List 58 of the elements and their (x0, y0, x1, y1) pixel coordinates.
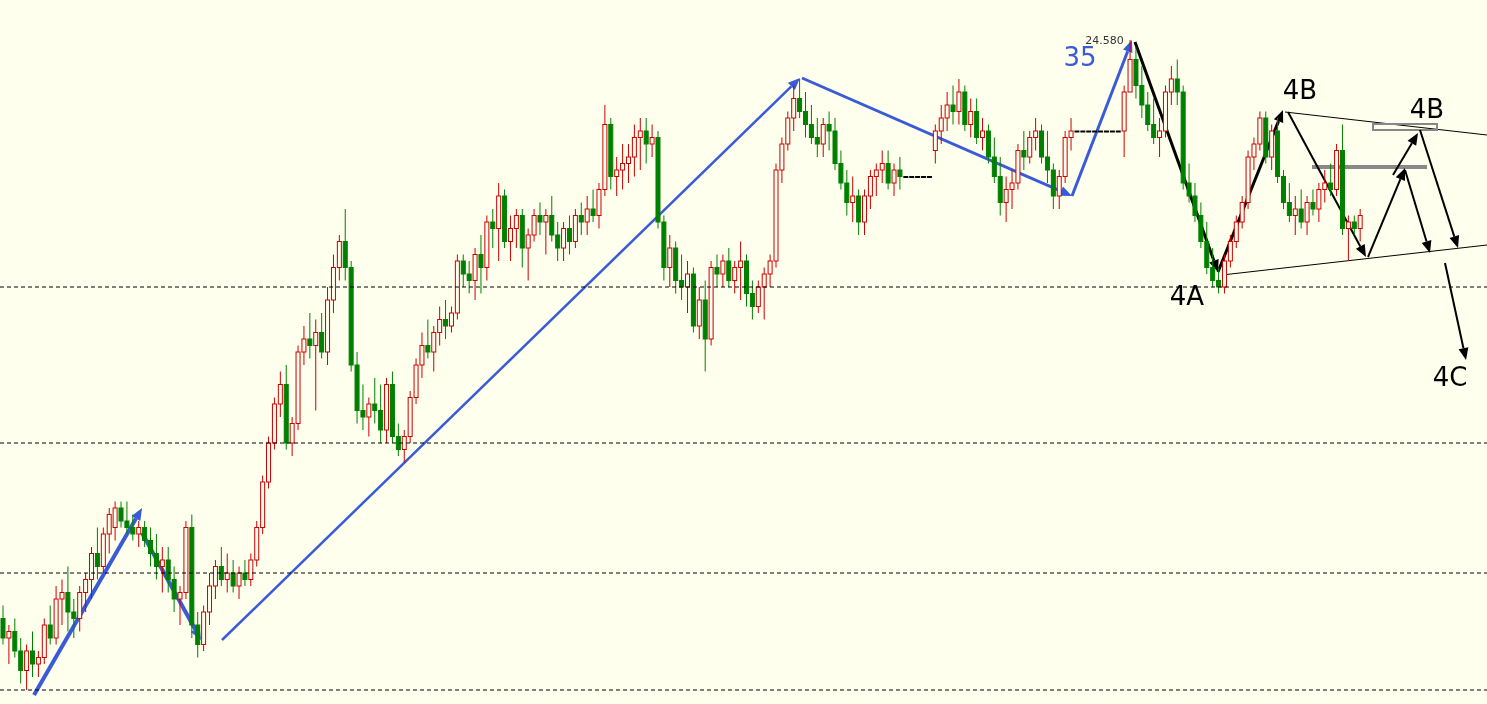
candlestick (1328, 163, 1334, 197)
annotation: 4B (1282, 75, 1318, 105)
candlestick (667, 234, 673, 288)
candlestick (366, 397, 372, 437)
candlestick (1304, 195, 1310, 236)
candlestick (720, 254, 726, 288)
candlestick (820, 117, 826, 158)
candlestick (1292, 195, 1298, 236)
candlestick (566, 215, 572, 255)
candlestick (307, 312, 313, 359)
candlestick (649, 124, 655, 158)
candlestick (891, 163, 897, 197)
candlestick (578, 202, 584, 236)
candlestick (490, 208, 496, 249)
annotation: 4A (1169, 281, 1205, 311)
candlestick (1351, 215, 1357, 236)
text: 4C (1432, 362, 1468, 392)
text: 4B (1409, 94, 1445, 124)
candlestick (950, 85, 956, 125)
candlestick (6, 624, 12, 665)
candlestick (1357, 208, 1363, 242)
candlestick (159, 546, 165, 593)
candlestick (236, 566, 242, 600)
candlestick (24, 644, 30, 690)
candlestick (1310, 189, 1316, 216)
candlestick (584, 195, 590, 236)
candlestick (590, 189, 596, 223)
candlestick (968, 98, 974, 138)
candlestick (850, 176, 856, 223)
candlestick (230, 559, 236, 593)
candlestick (537, 202, 543, 236)
candlestick (218, 546, 224, 587)
candlestick (313, 319, 319, 411)
candlestick (30, 631, 35, 678)
candlestick (224, 553, 230, 593)
candlestick (714, 254, 720, 288)
candlestick (885, 150, 891, 190)
candlestick (1345, 215, 1351, 262)
candlestick (726, 247, 732, 288)
candlestick (478, 234, 484, 294)
candlestick (242, 559, 248, 587)
candlestick (1021, 130, 1027, 171)
candlestick (980, 117, 986, 151)
candlestick (561, 221, 567, 262)
candlestick (543, 208, 549, 255)
candlestick (956, 78, 962, 125)
candlestick (0, 605, 6, 645)
candlestick (47, 605, 53, 645)
candlestick (1298, 189, 1304, 229)
annotation: 24.580 (1085, 34, 1124, 47)
candlestick (684, 260, 690, 314)
candlestick (443, 299, 449, 340)
candlestick (136, 520, 142, 548)
candlestick (94, 527, 100, 580)
candlestick (897, 156, 903, 190)
candlestick (425, 319, 431, 359)
candlestick (319, 312, 325, 359)
candlestick (643, 117, 649, 164)
